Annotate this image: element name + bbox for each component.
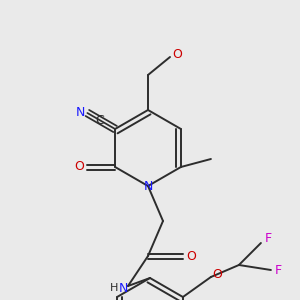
Text: C: C: [95, 115, 103, 128]
Text: F: F: [274, 263, 281, 277]
Text: N: N: [76, 106, 85, 118]
Text: O: O: [186, 250, 196, 262]
Text: O: O: [172, 47, 182, 61]
Text: N: N: [118, 281, 128, 295]
Text: O: O: [74, 160, 84, 173]
Text: N: N: [143, 181, 153, 194]
Text: H: H: [110, 283, 118, 293]
Text: F: F: [264, 232, 272, 245]
Text: O: O: [212, 268, 222, 281]
